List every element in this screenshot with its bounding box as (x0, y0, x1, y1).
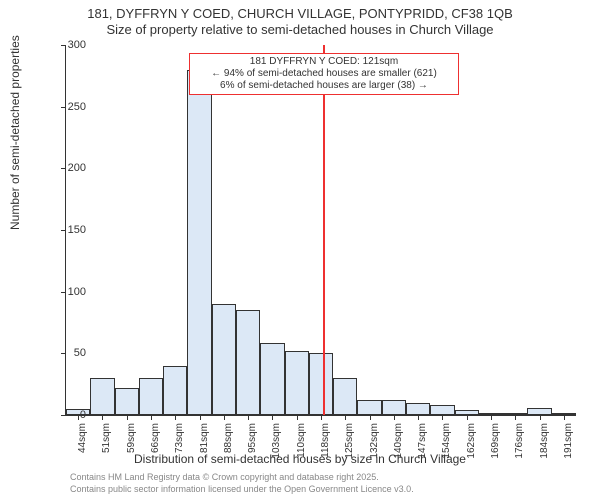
xtick-mark (248, 415, 249, 420)
xtick-mark (151, 415, 152, 420)
xtick-mark (370, 415, 371, 420)
histogram-bar (139, 378, 163, 415)
histogram-bar (163, 366, 187, 415)
ytick-label: 200 (68, 162, 86, 174)
xtick-label: 184sqm (539, 423, 550, 463)
ytick-mark (61, 45, 66, 46)
xtick-mark (297, 415, 298, 420)
histogram-bar (382, 400, 406, 415)
xtick-mark (491, 415, 492, 420)
histogram-bar (212, 304, 236, 415)
histogram-bar (357, 400, 381, 415)
ytick-mark (61, 107, 66, 108)
xtick-mark (418, 415, 419, 420)
xtick-label: 140sqm (393, 423, 404, 463)
ytick-mark (61, 230, 66, 231)
ytick-label: 300 (68, 39, 86, 51)
attribution-line-1: Contains HM Land Registry data © Crown c… (70, 472, 379, 482)
histogram-bar (90, 378, 114, 415)
xtick-mark (224, 415, 225, 420)
annotation-line-3: 6% of semi-detached houses are larger (3… (194, 80, 454, 92)
xtick-label: 176sqm (514, 423, 525, 463)
xtick-label: 169sqm (490, 423, 501, 463)
xtick-mark (127, 415, 128, 420)
y-axis-label: Number of semi-detached properties (8, 35, 22, 230)
xtick-label: 95sqm (247, 423, 258, 463)
annotation-box: 181 DYFFRYN Y COED: 121sqm← 94% of semi-… (189, 53, 459, 95)
histogram-bar (115, 388, 139, 415)
ytick-mark (61, 168, 66, 169)
xtick-label: 110sqm (296, 423, 307, 463)
xtick-mark (442, 415, 443, 420)
xtick-label: 73sqm (174, 423, 185, 463)
xtick-mark (394, 415, 395, 420)
xtick-mark (345, 415, 346, 420)
xtick-label: 147sqm (417, 423, 428, 463)
xtick-mark (467, 415, 468, 420)
ytick-label: 250 (68, 101, 86, 113)
xtick-mark (175, 415, 176, 420)
xtick-label: 51sqm (101, 423, 112, 463)
chart-plot-area: 181 DYFFRYN Y COED: 121sqm← 94% of semi-… (65, 45, 576, 416)
xtick-mark (515, 415, 516, 420)
xtick-label: 88sqm (223, 423, 234, 463)
title-line-2: Size of property relative to semi-detach… (0, 22, 600, 37)
xtick-label: 154sqm (441, 423, 452, 463)
ytick-label: 50 (74, 347, 86, 359)
ytick-label: 150 (68, 224, 86, 236)
xtick-label: 125sqm (344, 423, 355, 463)
xtick-mark (200, 415, 201, 420)
xtick-mark (321, 415, 322, 420)
xtick-label: 66sqm (150, 423, 161, 463)
ytick-mark (61, 353, 66, 354)
marker-line (323, 45, 325, 415)
xtick-mark (102, 415, 103, 420)
histogram-bar (333, 378, 357, 415)
xtick-label: 132sqm (369, 423, 380, 463)
xtick-label: 44sqm (77, 423, 88, 463)
histogram-bar (430, 405, 454, 415)
title-line-1: 181, DYFFRYN Y COED, CHURCH VILLAGE, PON… (0, 6, 600, 21)
xtick-mark (272, 415, 273, 420)
xtick-mark (564, 415, 565, 420)
xtick-label: 103sqm (271, 423, 282, 463)
xtick-label: 162sqm (466, 423, 477, 463)
ytick-mark (61, 292, 66, 293)
histogram-bar (187, 70, 211, 415)
histogram-bar (260, 343, 284, 415)
histogram-bar (236, 310, 260, 415)
chart-container: 181, DYFFRYN Y COED, CHURCH VILLAGE, PON… (0, 0, 600, 500)
histogram-bar (309, 353, 333, 415)
histogram-bar (406, 403, 430, 415)
attribution-line-2: Contains public sector information licen… (70, 484, 414, 494)
xtick-label: 191sqm (563, 423, 574, 463)
annotation-line-1: 181 DYFFRYN Y COED: 121sqm (194, 56, 454, 68)
ytick-label: 100 (68, 286, 86, 298)
xtick-mark (540, 415, 541, 420)
xtick-label: 118sqm (320, 423, 331, 463)
histogram-bar (527, 408, 551, 415)
histogram-bar (285, 351, 309, 415)
ytick-mark (61, 415, 66, 416)
xtick-label: 81sqm (199, 423, 210, 463)
xtick-label: 59sqm (126, 423, 137, 463)
ytick-label: 0 (80, 409, 86, 421)
annotation-line-2: ← 94% of semi-detached houses are smalle… (194, 68, 454, 80)
